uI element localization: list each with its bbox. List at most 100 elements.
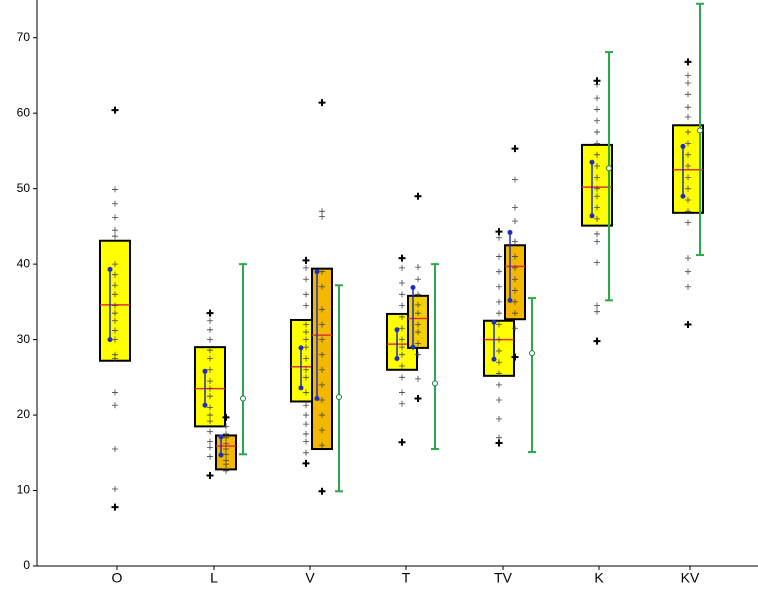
data-point	[303, 344, 309, 351]
data-point	[303, 276, 309, 283]
y-tick-label: 60	[17, 105, 31, 119]
y-tick-label: 70	[17, 30, 31, 44]
data-point	[112, 486, 118, 493]
data-point	[415, 375, 421, 382]
data-point	[512, 238, 518, 245]
error-mean	[336, 393, 342, 400]
data-point	[399, 291, 405, 298]
data-point	[496, 396, 502, 403]
data-point	[207, 418, 213, 425]
data-point	[303, 355, 309, 362]
data-point	[399, 264, 405, 271]
outlier	[318, 487, 326, 495]
data-point	[512, 325, 518, 332]
data-point	[319, 442, 325, 449]
outlier	[593, 77, 601, 85]
data-point	[594, 129, 600, 136]
outlier	[302, 256, 310, 264]
data-point	[207, 385, 213, 392]
data-point	[112, 200, 118, 207]
error-mean	[606, 165, 612, 172]
data-point	[112, 271, 118, 278]
data-point	[112, 302, 118, 309]
data-point	[399, 351, 405, 358]
data-point	[319, 396, 325, 403]
data-point	[594, 308, 600, 315]
data-point	[303, 412, 309, 419]
outlier	[684, 58, 692, 66]
data-point	[415, 276, 421, 283]
data-point	[415, 340, 421, 347]
outlier	[495, 439, 503, 447]
data-point	[319, 381, 325, 388]
data-point	[415, 321, 421, 328]
data-point	[496, 370, 502, 377]
outlier	[222, 413, 230, 421]
outlier	[302, 459, 310, 467]
data-point	[319, 336, 325, 343]
data-point	[685, 72, 691, 79]
data-point	[685, 129, 691, 136]
data-point	[399, 344, 405, 351]
outlier	[398, 438, 406, 446]
y-tick-label: 0	[23, 558, 30, 572]
ci-end	[218, 452, 224, 458]
data-point	[303, 329, 309, 336]
data-point	[319, 268, 325, 275]
x-tick-label: L	[210, 570, 218, 586]
data-point	[207, 393, 213, 400]
x-tick-label: K	[594, 570, 604, 586]
box	[581, 143, 613, 227]
data-point	[594, 106, 600, 113]
data-point	[399, 363, 405, 370]
data-point	[207, 317, 213, 324]
data-point	[112, 282, 118, 289]
data-point	[512, 218, 518, 225]
data-point	[685, 174, 691, 181]
data-point	[685, 255, 691, 262]
data-point	[685, 208, 691, 215]
data-point	[496, 359, 502, 366]
data-point	[399, 302, 405, 309]
data-point	[399, 336, 405, 343]
data-point	[319, 213, 325, 220]
data-point	[685, 151, 691, 158]
y-tick-label: 10	[17, 483, 31, 497]
data-point	[319, 366, 325, 373]
ci-end	[202, 402, 208, 408]
data-point	[415, 310, 421, 317]
outlier	[111, 503, 119, 511]
data-point	[685, 219, 691, 226]
data-point	[594, 117, 600, 124]
x-tick-label: KV	[681, 570, 700, 586]
data-point	[112, 291, 118, 298]
data-point	[207, 336, 213, 343]
data-point	[415, 264, 421, 271]
ci-end	[680, 143, 686, 149]
data-point	[207, 412, 213, 419]
data-point	[303, 302, 309, 309]
data-point	[496, 283, 502, 290]
data-point	[112, 317, 118, 324]
ci-end	[314, 269, 320, 275]
data-point	[685, 163, 691, 170]
data-point	[594, 140, 600, 147]
data-point	[512, 287, 518, 294]
data-point	[594, 151, 600, 158]
data-point	[496, 415, 502, 422]
ci-end	[410, 344, 416, 350]
data-point	[512, 298, 518, 305]
data-point	[399, 389, 405, 396]
data-point	[223, 451, 229, 458]
data-point	[319, 321, 325, 328]
data-point	[496, 310, 502, 317]
data-point	[594, 193, 600, 200]
data-point	[594, 174, 600, 181]
data-point	[594, 238, 600, 245]
data-point	[319, 283, 325, 290]
data-point	[223, 446, 229, 453]
data-point	[112, 186, 118, 193]
ci-end	[218, 434, 224, 440]
error-mean	[697, 127, 703, 134]
